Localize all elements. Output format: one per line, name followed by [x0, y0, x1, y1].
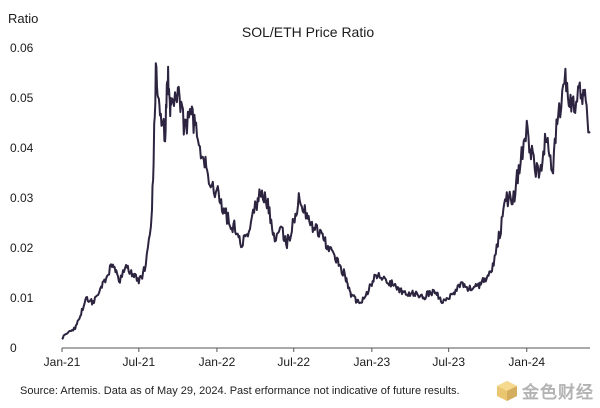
series-line-0 [61, 62, 591, 340]
y-tick-label: 0.01 [10, 291, 34, 305]
x-tick-label: Jul-22 [277, 355, 310, 369]
y-axis-title: Ratio [8, 11, 38, 26]
watermark: 金色财经 [496, 378, 594, 403]
x-tick-label: Jan-23 [353, 355, 390, 369]
x-tick-label: Jul-21 [122, 355, 155, 369]
y-tick-label: 0.06 [10, 41, 34, 55]
x-tick-label: Jan-24 [508, 355, 545, 369]
x-tick-label: Jan-21 [44, 355, 81, 369]
watermark-text: 金色财经 [522, 383, 594, 402]
golden-cube-logo-icon [497, 380, 517, 401]
y-tick-label: 0.04 [10, 141, 34, 155]
y-tick-label: 0.03 [10, 191, 34, 205]
x-tick-label: Jan-22 [199, 355, 236, 369]
source-note: Source: Artemis. Data as of May 29, 2024… [20, 385, 460, 397]
chart-title: SOL/ETH Price Ratio [242, 24, 374, 40]
y-tick-label: 0.05 [10, 91, 34, 105]
y-tick-label: 0.02 [10, 241, 34, 255]
x-tick-label: Jul-23 [432, 355, 465, 369]
y-tick-label: 0 [10, 341, 17, 355]
